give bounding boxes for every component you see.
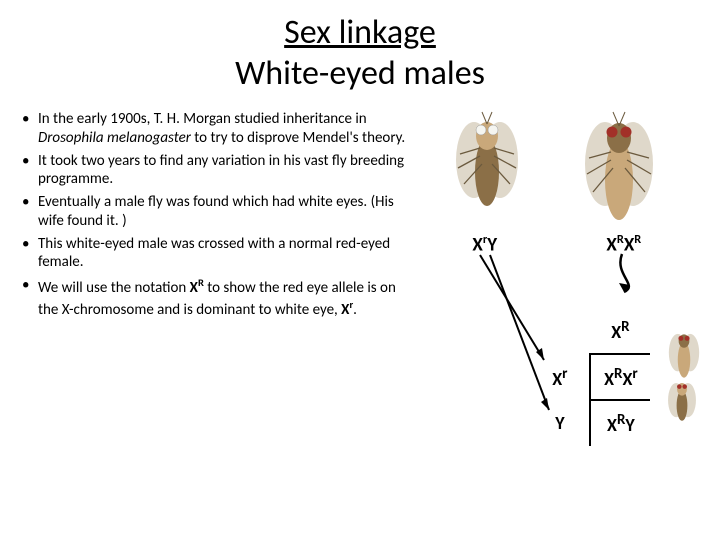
slide-title-line2: White-eyed males bbox=[0, 53, 720, 94]
bullet-item: We will use the notation XR to show the … bbox=[20, 276, 414, 320]
punnett-cell: XRY bbox=[590, 400, 650, 446]
punnett-cell: XRXr bbox=[590, 354, 650, 400]
punnett-square: XR Xr XRXr Y XRY bbox=[530, 308, 650, 446]
bullet-item: Eventually a male fly was found which ha… bbox=[20, 193, 414, 231]
punnett-row-header: Y bbox=[530, 400, 590, 446]
bullet-item: In the early 1900s, T. H. Morgan studied… bbox=[20, 110, 414, 148]
bullet-item: It took two years to find any variation … bbox=[20, 152, 414, 190]
bullet-text: . bbox=[353, 301, 357, 319]
bullet-text: to try to disprove Mendel's theory. bbox=[191, 129, 405, 147]
fly-offspring-male bbox=[660, 374, 704, 428]
cross-diagram: XrY XRXR XR Xr bbox=[414, 110, 700, 490]
bullet-text: This white-eyed male was crossed with a … bbox=[38, 235, 390, 272]
punnett-col-header: XR bbox=[590, 308, 650, 354]
bullet-item: This white-eyed male was crossed with a … bbox=[20, 235, 414, 273]
bullet-text: Eventually a male fly was found which ha… bbox=[38, 193, 394, 230]
allele-symbol: X bbox=[190, 279, 198, 297]
bullet-italic: Drosophila melanogaster bbox=[38, 129, 191, 147]
bullet-text: It took two years to find any variation … bbox=[38, 152, 404, 189]
punnett-row-header: Xr bbox=[530, 354, 590, 400]
bullet-list: In the early 1900s, T. H. Morgan studied… bbox=[20, 110, 414, 490]
bullet-text: We will use the notation bbox=[38, 279, 190, 297]
bullet-text: In the early 1900s, T. H. Morgan studied… bbox=[38, 110, 367, 128]
slide-title-line1: Sex linkage bbox=[0, 12, 720, 53]
